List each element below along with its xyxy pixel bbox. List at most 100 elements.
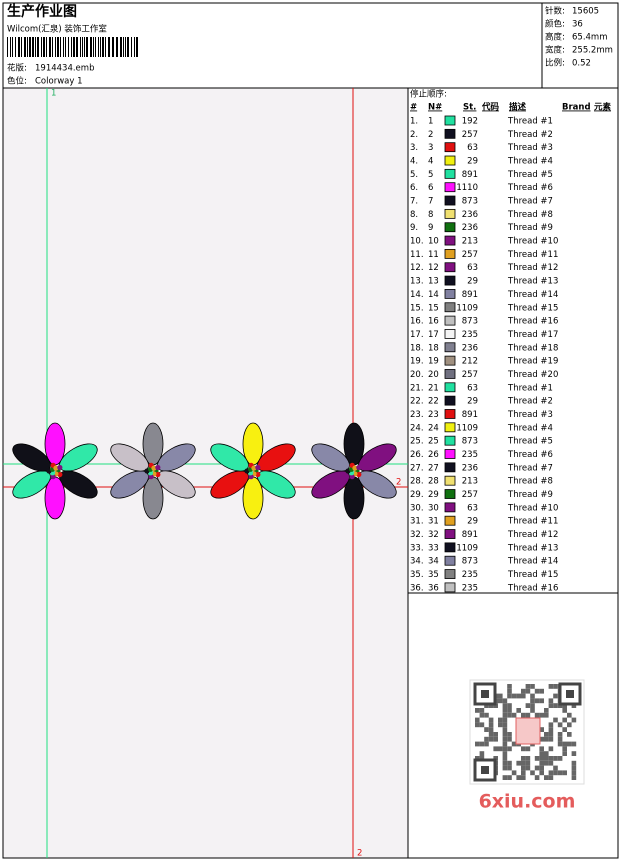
qr-cell bbox=[521, 746, 526, 752]
row-stitches: 236 bbox=[462, 223, 478, 233]
qr-cell bbox=[557, 736, 563, 742]
row-index: 27. bbox=[410, 463, 424, 473]
qr-cell bbox=[571, 765, 577, 771]
row-index: 32. bbox=[410, 530, 424, 540]
barcode-bar bbox=[27, 37, 28, 57]
row-index: 14. bbox=[410, 290, 424, 300]
petal bbox=[110, 443, 149, 472]
qr-cell bbox=[502, 756, 508, 761]
row-desc: Thread #1 bbox=[507, 383, 553, 393]
row-index: 16. bbox=[410, 317, 424, 327]
qr-cell bbox=[498, 698, 503, 704]
qr-cell bbox=[548, 698, 554, 704]
qr-cell bbox=[548, 770, 554, 776]
color-swatch bbox=[444, 555, 456, 566]
guide-label: 2 bbox=[396, 478, 401, 488]
row-stitches: 235 bbox=[462, 450, 478, 460]
qr-cell bbox=[544, 751, 549, 756]
color-swatch bbox=[444, 275, 456, 286]
qr-cell bbox=[525, 684, 531, 689]
qr-cell bbox=[530, 708, 535, 713]
center-dot bbox=[53, 465, 59, 471]
qr-cell bbox=[516, 775, 521, 780]
row-index: 25. bbox=[410, 437, 424, 447]
row-index: 29. bbox=[410, 490, 424, 500]
qr-cell bbox=[539, 712, 544, 718]
qr-cell bbox=[571, 741, 577, 747]
barcode-bar bbox=[86, 37, 88, 57]
qr-cell bbox=[544, 712, 549, 718]
center-dot bbox=[248, 474, 254, 480]
qr-cell bbox=[511, 741, 517, 747]
color-swatch bbox=[444, 435, 456, 446]
qr-cell bbox=[562, 741, 567, 747]
qr-cell bbox=[539, 698, 544, 704]
qr-cell bbox=[539, 688, 544, 694]
qr-cell bbox=[548, 732, 554, 737]
qr-cell bbox=[530, 693, 535, 699]
row-stitches: 29 bbox=[467, 517, 478, 527]
center-dot bbox=[57, 471, 63, 478]
qr-cell bbox=[544, 775, 549, 780]
row-stitches: 257 bbox=[462, 130, 478, 140]
row-needle: 4 bbox=[428, 157, 433, 167]
qr-cell bbox=[567, 722, 572, 728]
row-index: 31. bbox=[410, 517, 424, 527]
qr-cell bbox=[479, 712, 485, 718]
row-index: 19. bbox=[410, 357, 424, 367]
row-stitches: 29 bbox=[467, 277, 478, 287]
row-index: 34. bbox=[410, 557, 424, 567]
barcode-bar bbox=[12, 37, 13, 57]
qr-cell bbox=[507, 760, 512, 766]
row-index: 35. bbox=[410, 570, 424, 580]
qr-cell bbox=[567, 732, 572, 737]
qr-cell bbox=[548, 756, 554, 761]
qr-cell bbox=[562, 708, 567, 713]
row-index: 5. bbox=[410, 170, 418, 180]
color-swatch bbox=[444, 115, 456, 126]
barcode-bar bbox=[65, 37, 66, 57]
qr-cell bbox=[525, 746, 531, 752]
row-stitches: 235 bbox=[462, 583, 478, 593]
qr-cell bbox=[525, 760, 531, 766]
company: Wilcom(汇泉) 装饰工作室 bbox=[7, 24, 107, 35]
barcode-bar bbox=[15, 37, 16, 57]
row-index: 12. bbox=[410, 263, 424, 273]
row-desc: Thread #1 bbox=[507, 117, 553, 127]
row-desc: Thread #11 bbox=[507, 250, 558, 260]
qr-cell bbox=[511, 712, 517, 718]
qr-cell bbox=[475, 741, 480, 747]
qr-cell bbox=[539, 746, 544, 752]
row-desc: Thread #16 bbox=[507, 583, 558, 593]
barcode-bar bbox=[116, 37, 118, 57]
qr-cell bbox=[484, 703, 489, 708]
design-file: 1914434.emb bbox=[35, 64, 94, 74]
barcode-bar bbox=[43, 37, 45, 57]
qr-cell bbox=[502, 741, 508, 747]
summary-label: 宽度: bbox=[545, 45, 565, 56]
qr-cell bbox=[502, 708, 508, 713]
color-swatch bbox=[444, 395, 456, 406]
row-index: 13. bbox=[410, 277, 424, 287]
row-desc: Thread #15 bbox=[507, 570, 558, 580]
row-index: 20. bbox=[410, 370, 424, 380]
qr-cell bbox=[534, 775, 540, 780]
row-needle: 21 bbox=[428, 383, 439, 393]
qr-cell bbox=[488, 722, 494, 728]
qr-cell bbox=[502, 760, 508, 766]
row-stitches: 257 bbox=[462, 490, 478, 500]
qr-cell bbox=[502, 722, 508, 728]
row-index: 7. bbox=[410, 197, 418, 207]
row-needle: 9 bbox=[428, 223, 433, 233]
row-needle: 28 bbox=[428, 477, 439, 487]
row-desc: Thread #13 bbox=[507, 543, 558, 553]
row-needle: 26 bbox=[428, 450, 439, 460]
summary-value: 65.4mm bbox=[572, 33, 608, 43]
qr-cell bbox=[562, 727, 567, 732]
qr-cell bbox=[502, 746, 508, 752]
qr-cell bbox=[488, 732, 494, 737]
qr-cell bbox=[553, 693, 558, 699]
row-needle: 3 bbox=[428, 143, 433, 153]
row-stitches: 212 bbox=[462, 357, 478, 367]
row-needle: 17 bbox=[428, 330, 439, 340]
